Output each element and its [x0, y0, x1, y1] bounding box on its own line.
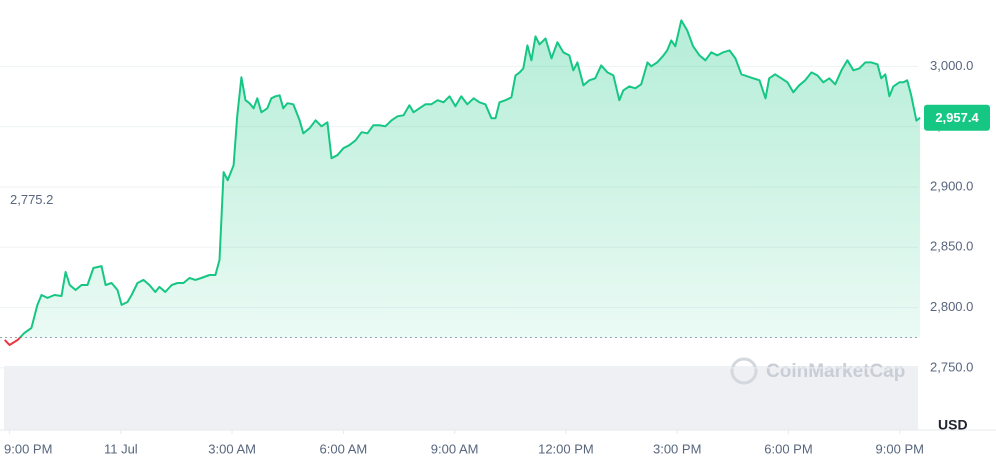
watermark: CoinMarketCap [730, 357, 905, 385]
reference-label: 2,775.2 [10, 192, 53, 207]
y-tick-label: 2,900.0 [930, 178, 973, 193]
x-tick-label: 3:00 PM [653, 441, 701, 456]
y-tick-label: 2,850.0 [930, 239, 973, 254]
volume-band [4, 366, 918, 430]
current-price-badge [924, 104, 990, 131]
x-tick-label: 12:00 PM [538, 441, 594, 456]
x-tick-label: 9:00 AM [431, 441, 479, 456]
currency-label: USD [938, 417, 968, 433]
x-tick-label: 6:00 PM [764, 441, 812, 456]
x-tick-label: 11 Jul [104, 441, 138, 456]
x-tick-label: 3:00 AM [208, 441, 256, 456]
y-tick-label: 2,800.0 [930, 299, 973, 314]
y-tick-label: 3,000.0 [930, 58, 973, 73]
current-price-label: 2,957.4 [935, 110, 979, 125]
x-tick-label: 6:00 AM [320, 441, 368, 456]
x-tick-label: 9:00 PM [876, 441, 924, 456]
x-tick-label: 9:00 PM [4, 441, 52, 456]
watermark-text: CoinMarketCap [766, 361, 905, 382]
watermark-logo [730, 357, 758, 385]
y-tick-label: 2,750.0 [930, 359, 973, 374]
price-line-up [18, 19, 921, 338]
